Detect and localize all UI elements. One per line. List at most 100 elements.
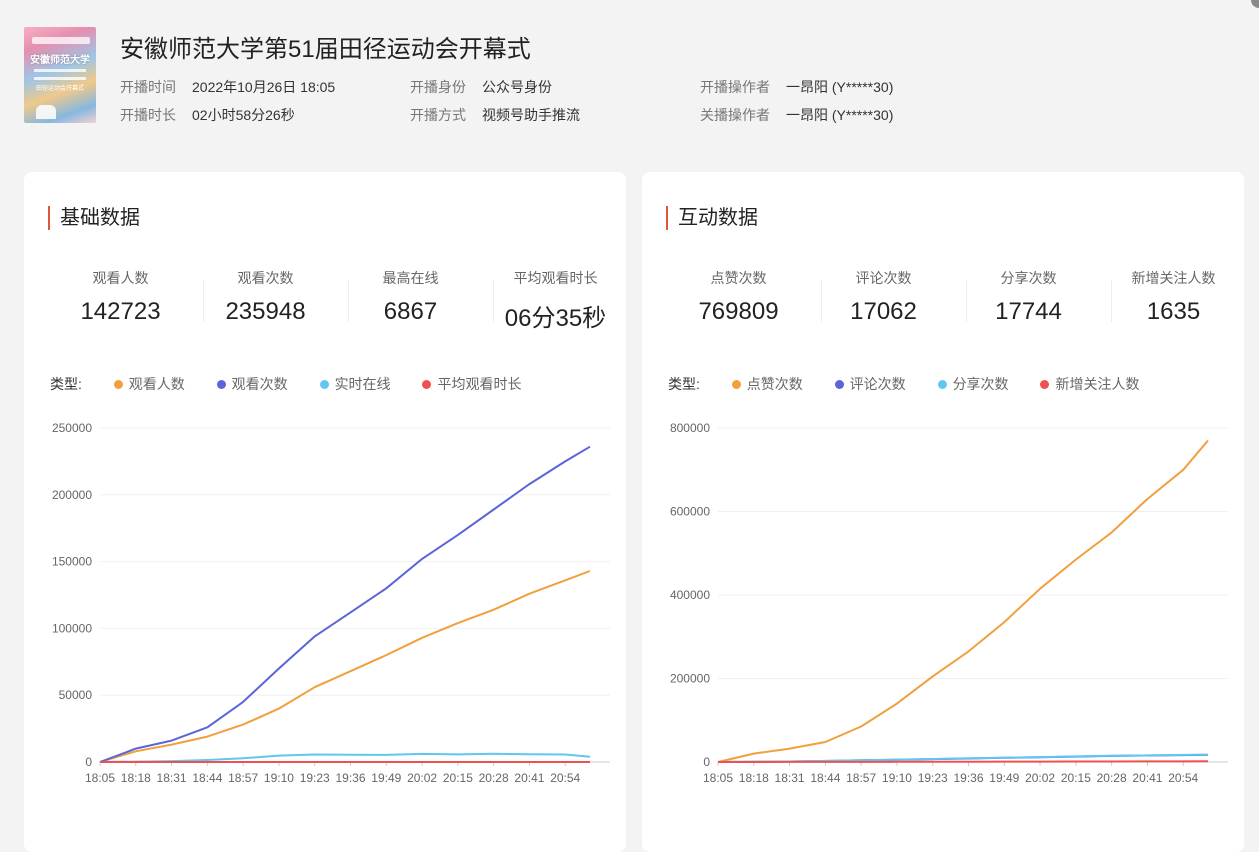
y-tick-label: 800000 [670,421,710,435]
series-line [99,752,591,763]
legend-item-shares[interactable]: 分享次数 [937,374,1009,394]
meta-label: 开播时长 [120,107,176,123]
stat-label: 最高在线 [382,270,439,286]
meta-value: 公众号身份 [482,79,552,95]
legend-item-label: 评论次数 [849,376,906,392]
cover-title: 安徽师范大学 [30,55,90,66]
legend-dot-icon [937,380,947,389]
cover-subtitle-line [34,69,86,72]
meta-label: 开播方式 [410,107,466,123]
stat-label: 新增关注人数 [1131,270,1216,286]
x-tick-label: 20:28 [1097,771,1127,785]
meta-label: 开播身份 [410,79,466,95]
y-tick-label: 100000 [52,621,92,635]
x-tick-label: 20:54 [1168,771,1198,785]
legend-dot-icon [731,380,741,389]
x-tick-label: 19:36 [953,771,983,785]
legend-item-label: 分享次数 [952,376,1009,392]
basic-legend: 类型: 观看人数 观看次数 实时在线 平均观看时长 [50,374,521,394]
y-tick-label: 0 [703,755,710,769]
x-tick-label: 20:02 [407,771,437,785]
interaction-data-line-chart[interactable]: 0 200000 400000 600000 800000 18:05 18:18 18:31… [642,417,1244,797]
x-tick-label: 18:44 [192,771,222,785]
basic-data-card: 基础数据 观看人数 142723 观看次数 235948 最高在线 6867 平… [24,172,626,852]
meta-duration: 开播时长 02小时58分26秒 [120,105,295,125]
x-tick-label: 18:57 [228,771,258,785]
x-tick-label: 19:23 [918,771,948,785]
stat-label: 点赞次数 [710,270,767,286]
stat-peak-online: 最高在线 6867 [338,268,483,326]
x-tick-label: 18:44 [810,771,840,785]
stat-comments: 评论次数 17062 [811,268,956,326]
x-tick-label: 19:23 [300,771,330,785]
legend-item-views[interactable]: 观看次数 [216,374,288,394]
legend-item-likes[interactable]: 点赞次数 [731,374,803,394]
legend-item-online[interactable]: 实时在线 [319,374,391,394]
x-tick-label: 19:36 [335,771,365,785]
y-tick-label: 250000 [52,421,92,435]
x-tick-label: 20:15 [443,771,473,785]
legend-dot-icon [113,380,123,389]
live-cover-image[interactable]: 安徽师范大学 田径运动会开幕式 [24,27,96,123]
x-tick-label: 20:28 [479,771,509,785]
legend-item-label: 观看次数 [231,376,288,392]
stat-label: 平均观看时长 [513,270,598,286]
series-line [717,439,1209,763]
legend-item-new-followers[interactable]: 新增关注人数 [1040,374,1139,394]
series-line [718,760,1209,763]
legend-dot-icon [319,380,329,389]
legend-item-label: 新增关注人数 [1055,376,1140,392]
stat-divider [1111,280,1112,322]
legend-type-label: 类型: [668,376,700,392]
y-tick-label: 0 [85,755,92,769]
y-tick-label: 400000 [670,588,710,602]
meta-start-time: 开播时间 2022年10月26日 18:05 [120,77,335,97]
legend-item-label: 实时在线 [334,376,391,392]
stat-value: 06分35秒 [504,305,607,332]
card-title: 基础数据 [48,206,140,230]
legend-dot-icon [1040,380,1050,389]
series-line [99,570,591,763]
card-title: 互动数据 [666,206,758,230]
stat-divider [493,280,494,322]
legend-dot-icon [834,380,844,389]
basic-stats: 观看人数 142723 观看次数 235948 最高在线 6867 平均观看时长… [48,268,628,338]
x-tick-label: 20:02 [1025,771,1055,785]
x-tick-label: 20:54 [550,771,580,785]
legend-item-viewers[interactable]: 观看人数 [113,374,185,394]
x-tick-label: 19:10 [264,771,294,785]
legend-dot-icon [216,380,226,389]
window-corner [1251,0,1259,8]
x-tick-label: 19:49 [989,771,1019,785]
stat-divider [966,280,967,322]
x-tick-label: 18:18 [739,771,769,785]
y-tick-label: 600000 [670,505,710,519]
stat-likes: 点赞次数 769809 [666,268,811,326]
y-tick-label: 200000 [670,672,710,686]
legend-item-label: 点赞次数 [746,376,803,392]
stat-label: 观看人数 [92,270,149,286]
live-title: 安徽师范大学第51届田径运动会开幕式 [120,36,531,63]
stat-viewers: 观看人数 142723 [48,268,193,326]
legend-dot-icon [422,380,432,389]
meta-value: 一昂阳 (Y*****30) [786,79,894,95]
meta-value: 视频号助手推流 [482,107,580,123]
legend-type-label: 类型: [50,376,82,392]
stat-value: 6867 [383,298,438,325]
x-tick-label: 20:41 [1132,771,1162,785]
stat-label: 观看次数 [237,270,294,286]
x-tick-label: 18:31 [157,771,187,785]
meta-label: 开播时间 [120,79,176,95]
series-line [99,445,591,763]
legend-item-avg-time[interactable]: 平均观看时长 [422,374,521,394]
meta-label: 开播操作者 [700,79,770,95]
cover-subtitle: 田径运动会开幕式 [35,86,84,92]
stat-avg-watch-time: 平均观看时长 06分35秒 [483,268,628,333]
stat-value: 1635 [1146,298,1201,325]
legend-item-comments[interactable]: 评论次数 [834,374,906,394]
stat-divider [821,280,822,322]
basic-data-line-chart[interactable]: 0 50000 100000 150000 200000 250000 18:05 18:18… [24,417,626,797]
meta-method: 开播方式 视频号助手推流 [410,105,580,125]
x-tick-label: 18:18 [121,771,151,785]
meta-label: 关播操作者 [700,107,770,123]
